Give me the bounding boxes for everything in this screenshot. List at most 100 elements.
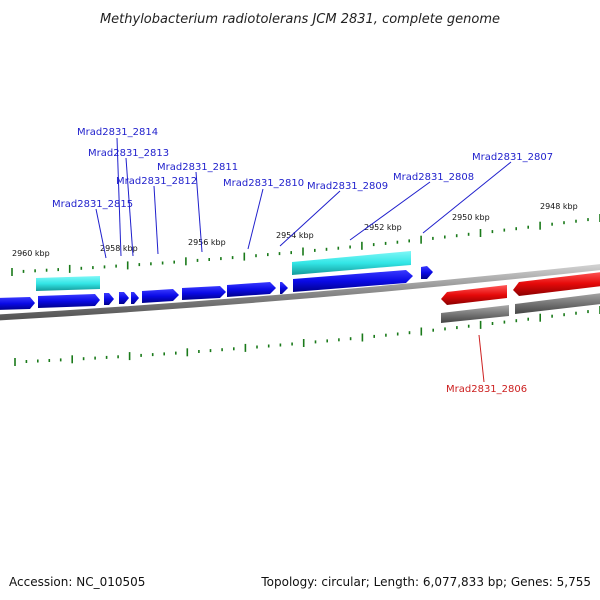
gene-arrow-2805-red[interactable] bbox=[513, 271, 600, 296]
upper-scale-minor-tick bbox=[372, 243, 375, 247]
upper-scale-minor-tick bbox=[290, 251, 292, 255]
lower-scale-minor-tick bbox=[515, 319, 518, 323]
upper-scale-major-tick bbox=[539, 221, 541, 230]
lower-scale-minor-tick bbox=[48, 359, 51, 362]
lower-scale-minor-tick bbox=[267, 344, 270, 348]
lower-scale-minor-tick bbox=[82, 357, 85, 361]
lower-scale-minor-tick bbox=[233, 347, 235, 351]
lower-scale-minor-tick bbox=[503, 320, 506, 324]
upper-scale-minor-tick bbox=[255, 254, 257, 258]
gene-label-2815[interactable]: Mrad2831_2815 bbox=[52, 199, 133, 210]
lower-scale-minor-tick bbox=[587, 310, 589, 314]
lower-scale-major-tick bbox=[71, 355, 73, 364]
lower-scale-minor-tick bbox=[527, 317, 529, 321]
lower-scale-minor-tick bbox=[94, 356, 96, 360]
gene-arrow-2811[interactable] bbox=[182, 286, 226, 300]
gene-label-2807[interactable]: Mrad2831_2807 bbox=[472, 152, 553, 163]
upper-scale-minor-tick bbox=[92, 266, 94, 270]
cds-gray-left[interactable] bbox=[441, 305, 509, 323]
upper-scale-minor-tick bbox=[527, 225, 529, 229]
gene-label-2814[interactable]: Mrad2831_2814 bbox=[77, 127, 158, 138]
leader-2811 bbox=[195, 171, 203, 253]
gene-arrow-2809[interactable] bbox=[293, 270, 413, 292]
gene-arrow-2810[interactable] bbox=[227, 282, 276, 297]
lower-scale-minor-tick bbox=[349, 337, 352, 341]
lower-scale-minor-tick bbox=[563, 313, 565, 317]
lower-scale-minor-tick bbox=[25, 360, 28, 363]
gene-arrow-2806-red[interactable] bbox=[441, 285, 507, 305]
cds-cyan-right[interactable] bbox=[292, 251, 411, 275]
gene-label-2812[interactable]: Mrad2831_2812 bbox=[116, 176, 197, 187]
tick-label-2960: 2960 kbp bbox=[12, 249, 50, 258]
gene-arrow-2816[interactable] bbox=[0, 297, 35, 310]
upper-scale-minor-tick bbox=[115, 264, 117, 268]
gene-label-2813[interactable]: Mrad2831_2813 bbox=[88, 148, 169, 159]
lower-scale-minor-tick bbox=[59, 358, 62, 362]
gene-label-2809[interactable]: Mrad2831_2809 bbox=[307, 181, 388, 192]
upper-scale-minor-tick bbox=[208, 258, 210, 261]
upper-scale-major-tick bbox=[68, 264, 71, 273]
upper-scale-minor-tick bbox=[337, 246, 340, 250]
lower-scale-minor-tick bbox=[373, 334, 375, 338]
lower-scale-minor-tick bbox=[209, 349, 212, 353]
leader-2809 bbox=[279, 190, 341, 247]
gene-label-2808[interactable]: Mrad2831_2808 bbox=[393, 172, 474, 183]
upper-scale-minor-tick bbox=[173, 260, 175, 264]
lower-scale-major-tick bbox=[361, 333, 364, 342]
gene-arrow-2812[interactable] bbox=[142, 289, 179, 303]
lower-scale-minor-tick bbox=[117, 355, 119, 359]
upper-scale-minor-tick bbox=[515, 227, 517, 231]
lower-scale-minor-tick bbox=[198, 350, 200, 353]
gene-arrow-2814a[interactable] bbox=[104, 293, 114, 305]
upper-scale-minor-tick bbox=[503, 228, 506, 232]
accession-text: Accession: NC_010505 bbox=[9, 575, 145, 589]
lower-scale-minor-tick bbox=[338, 338, 340, 342]
lower-scale-minor-tick bbox=[163, 352, 165, 356]
upper-scale-minor-tick bbox=[138, 263, 141, 267]
lower-scale-minor-tick bbox=[575, 311, 577, 315]
lower-scale-minor-tick bbox=[444, 327, 446, 331]
genome-backbone bbox=[0, 264, 600, 321]
plus-strand-genes bbox=[0, 266, 433, 310]
map-title: Methylobacterium radiotolerans JCM 2831,… bbox=[100, 12, 500, 27]
upper-scale-minor-tick bbox=[80, 266, 83, 270]
lower-scale-major-tick bbox=[479, 320, 482, 329]
upper-scale-major-tick bbox=[479, 229, 482, 237]
lower-scale-major-tick bbox=[186, 348, 189, 357]
gene-arrow-2808[interactable] bbox=[421, 266, 433, 279]
gene-leader-lines bbox=[95, 137, 512, 259]
upper-scale-minor-tick bbox=[432, 236, 434, 240]
gene-arrow-2813[interactable] bbox=[131, 292, 139, 304]
upper-scale-minor-tick bbox=[491, 230, 494, 234]
leader-2806 bbox=[478, 334, 485, 383]
upper-tick-row bbox=[11, 214, 600, 276]
lower-scale-minor-tick bbox=[551, 314, 553, 318]
lower-scale-major-tick bbox=[302, 339, 305, 347]
gene-label-2806[interactable]: Mrad2831_2806 bbox=[446, 384, 527, 395]
lower-scale-minor-tick bbox=[37, 359, 39, 363]
lower-scale-minor-tick bbox=[279, 343, 282, 347]
leader-2808 bbox=[349, 181, 431, 241]
lower-scale-major-tick bbox=[539, 313, 541, 322]
tick-label-2958: 2958 kbp bbox=[100, 244, 138, 253]
leader-2807 bbox=[422, 161, 512, 234]
tick-label-2956: 2956 kbp bbox=[188, 238, 226, 247]
lower-scale-minor-tick bbox=[221, 348, 223, 352]
gene-arrow-2814b[interactable] bbox=[119, 292, 129, 304]
lower-scale-minor-tick bbox=[151, 353, 154, 357]
gene-arrow-2815[interactable] bbox=[38, 294, 100, 308]
lower-scale-minor-tick bbox=[291, 342, 293, 346]
gene-label-2811[interactable]: Mrad2831_2811 bbox=[157, 162, 238, 173]
upper-scale-minor-tick bbox=[196, 258, 199, 262]
upper-scale-minor-tick bbox=[57, 268, 59, 272]
gene-label-2810[interactable]: Mrad2831_2810 bbox=[223, 178, 304, 189]
upper-scale-minor-tick bbox=[220, 257, 222, 261]
upper-scale-major-tick bbox=[302, 247, 304, 256]
cds-gray-right[interactable] bbox=[515, 292, 600, 314]
genome-summary-text: Topology: circular; Length: 6,077,833 bp… bbox=[260, 575, 591, 589]
lower-scale-minor-tick bbox=[326, 339, 328, 343]
upper-scale-minor-tick bbox=[467, 232, 470, 236]
cds-cyan-left[interactable] bbox=[36, 276, 100, 291]
gene-arrow-2809-small[interactable] bbox=[280, 282, 288, 294]
